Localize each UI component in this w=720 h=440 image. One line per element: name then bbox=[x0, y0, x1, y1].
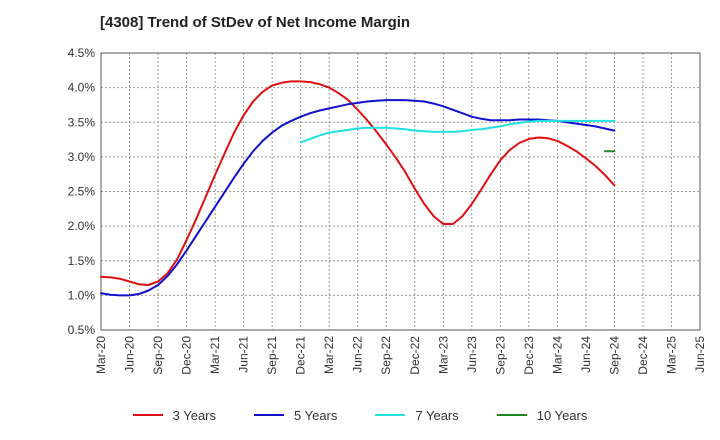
y-tick-label: 4.0% bbox=[68, 81, 96, 95]
chart-title: [4308] Trend of StDev of Net Income Marg… bbox=[100, 14, 411, 31]
series-layer bbox=[100, 80, 616, 297]
y-tick-label: 0.5% bbox=[68, 323, 96, 337]
y-tick-label: 1.5% bbox=[68, 254, 96, 268]
legend-swatch bbox=[375, 414, 406, 416]
x-tick-label: Sep-20 bbox=[151, 336, 165, 375]
legend-swatch bbox=[132, 414, 163, 416]
y-tick-label: 3.5% bbox=[68, 115, 96, 129]
y-tick-label: 2.0% bbox=[68, 219, 96, 233]
x-tick-label: Sep-21 bbox=[265, 336, 279, 375]
x-tick-label: Sep-22 bbox=[379, 336, 393, 375]
y-tick-label: 1.0% bbox=[68, 288, 96, 302]
x-tick-label: Dec-22 bbox=[408, 336, 422, 375]
legend-item-7-years: 7 Years bbox=[375, 407, 459, 423]
y-tick-label: 3.0% bbox=[68, 150, 96, 164]
y-tick-label: 4.5% bbox=[68, 46, 96, 60]
x-tick-label: Mar-20 bbox=[94, 336, 108, 374]
legend-item-3-years: 3 Years bbox=[132, 407, 216, 423]
x-tick-label: Mar-23 bbox=[436, 336, 450, 374]
grid-layer bbox=[101, 53, 700, 330]
legend-label: 10 Years bbox=[536, 407, 588, 423]
legend-item-5-years: 5 Years bbox=[254, 408, 337, 423]
x-tick-label: Mar-21 bbox=[208, 336, 222, 374]
legend-swatch bbox=[254, 414, 284, 416]
x-tick-label: Jun-24 bbox=[579, 336, 593, 373]
legend-label: 3 Years bbox=[172, 407, 216, 423]
x-tick-label: Jun-21 bbox=[237, 336, 251, 373]
x-tick-label: Dec-23 bbox=[522, 336, 536, 375]
plot-border bbox=[100, 52, 701, 331]
x-tick-label: Mar-25 bbox=[664, 336, 678, 374]
series-line-5-years bbox=[100, 99, 616, 297]
series-line-7-years bbox=[299, 119, 616, 144]
y-tick-label: 2.5% bbox=[68, 185, 96, 199]
x-tick-label: Dec-20 bbox=[180, 336, 194, 375]
axis-layer: 0.5% 1.0% 1.5% 2.0% 2.5% 3.0% 3.5% 4.0% 4.5% Mar-… bbox=[68, 46, 707, 375]
x-tick-label: Mar-24 bbox=[550, 336, 564, 374]
legend-swatch bbox=[496, 414, 527, 416]
x-tick-label: Dec-21 bbox=[294, 336, 308, 375]
x-tick-label: Dec-24 bbox=[636, 336, 650, 375]
x-tick-label: Sep-24 bbox=[607, 336, 621, 375]
x-tick-label: Jun-20 bbox=[123, 336, 137, 373]
legend-label: 7 Years bbox=[415, 407, 459, 423]
x-tick-label: Sep-23 bbox=[493, 336, 507, 375]
legend: 3 Years 5 Years 7 Years 10 Years bbox=[0, 404, 720, 426]
legend-item-10-years: 10 Years bbox=[496, 407, 588, 423]
legend-label: 5 Years bbox=[294, 407, 338, 423]
x-tick-label: Jun-23 bbox=[465, 336, 479, 373]
series-line-3-years bbox=[100, 80, 616, 286]
x-tick-label: Jun-25 bbox=[693, 336, 707, 373]
x-tick-label: Mar-22 bbox=[322, 336, 336, 374]
x-tick-label: Jun-22 bbox=[351, 336, 365, 373]
